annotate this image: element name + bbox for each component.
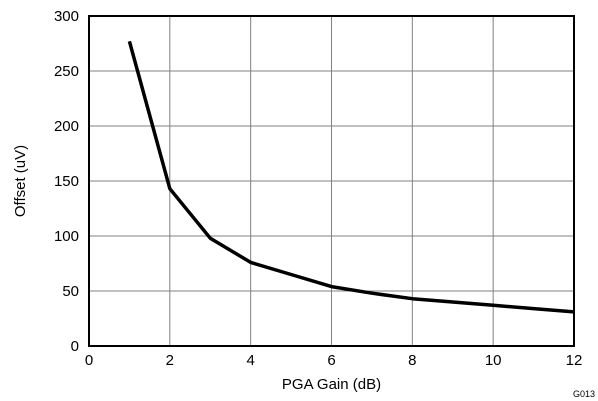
figure-code-label: G013 xyxy=(573,389,595,399)
y-tick-label: 0 xyxy=(71,338,79,355)
y-tick-label: 300 xyxy=(54,8,79,25)
y-tick-label: 150 xyxy=(54,173,79,190)
series-line-0 xyxy=(127,40,575,314)
plot-frame xyxy=(88,15,575,347)
y-tick-label: 200 xyxy=(54,118,79,135)
x-tick-label: 4 xyxy=(246,352,254,369)
x-tick-label: 10 xyxy=(485,352,502,369)
x-tick-label: 12 xyxy=(566,352,583,369)
x-axis-ticks: 0 2 4 6 8 10 12 xyxy=(85,352,583,369)
y-axis-ticks: 0 50 100 150 200 250 300 xyxy=(54,8,79,355)
x-tick-label: 2 xyxy=(166,352,174,369)
y-tick-label: 250 xyxy=(54,63,79,80)
y-tick-label: 100 xyxy=(54,228,79,245)
grid-lines xyxy=(89,16,574,346)
y-tick-label: 50 xyxy=(62,283,79,300)
x-tick-label: 0 xyxy=(85,352,93,369)
x-axis-title: PGA Gain (dB) xyxy=(282,376,381,393)
x-tick-label: 8 xyxy=(408,352,416,369)
y-axis-title: Offset (uV) xyxy=(12,145,29,217)
x-tick-label: 6 xyxy=(327,352,335,369)
series-layer xyxy=(127,40,575,314)
